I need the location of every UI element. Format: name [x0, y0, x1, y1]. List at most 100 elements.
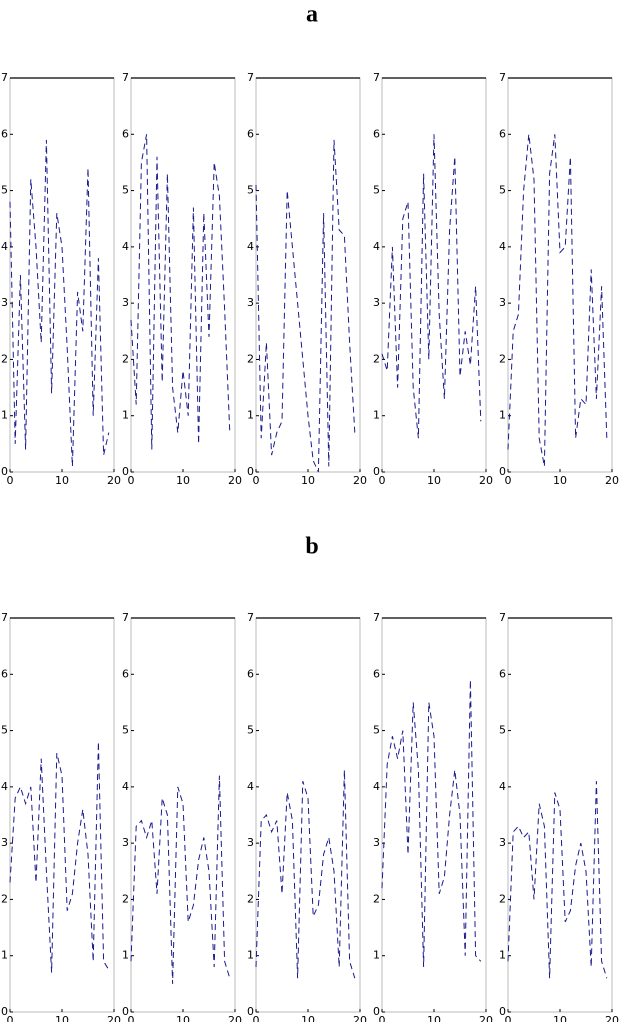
y-tick-label: 3	[247, 296, 254, 309]
y-tick-label: 5	[247, 184, 254, 197]
y-tick-label: 5	[122, 724, 129, 737]
x-tick-label: 0	[505, 1014, 512, 1022]
y-tick-label: 5	[1, 724, 8, 737]
y-tick-label: 4	[499, 240, 506, 253]
x-tick-label: 20	[605, 1014, 619, 1022]
y-tick-label: 0	[1, 465, 8, 478]
y-tick-label: 7	[373, 71, 380, 84]
y-tick-label: 0	[373, 1005, 380, 1018]
y-tick-label: 7	[247, 71, 254, 84]
plot-frame	[255, 617, 361, 1013]
y-tick-label: 1	[122, 949, 129, 962]
plot-frame	[9, 617, 115, 1013]
y-tick-label: 7	[122, 611, 129, 624]
y-tick-label: 5	[499, 724, 506, 737]
data-line	[9, 741, 110, 973]
y-tick-label: 2	[499, 892, 506, 905]
y-tick-label: 6	[499, 127, 506, 140]
y-tick-label: 2	[122, 892, 129, 905]
y-tick-label: 6	[122, 127, 129, 140]
x-tick-label: 0	[7, 1014, 14, 1022]
y-tick-label: 7	[1, 71, 8, 84]
x-tick-label: 10	[301, 1014, 315, 1022]
x-tick-label: 0	[379, 1014, 386, 1022]
plot-frame	[130, 77, 236, 473]
y-tick-label: 5	[373, 724, 380, 737]
y-tick-label: 2	[247, 892, 254, 905]
y-tick-label: 2	[122, 352, 129, 365]
y-tick-label: 1	[499, 949, 506, 962]
data-line	[130, 134, 231, 450]
data-line	[381, 679, 482, 968]
y-tick-label: 2	[373, 892, 380, 905]
y-tick-label: 0	[122, 465, 129, 478]
x-tick-label: 20	[107, 1014, 121, 1022]
y-tick-label: 1	[1, 949, 8, 962]
y-tick-label: 5	[247, 724, 254, 737]
y-tick-label: 1	[247, 409, 254, 422]
y-tick-label: 3	[373, 836, 380, 849]
y-tick-label: 4	[499, 780, 506, 793]
y-tick-label: 7	[122, 71, 129, 84]
y-tick-label: 4	[1, 240, 8, 253]
y-tick-label: 4	[122, 240, 129, 253]
y-tick-label: 6	[247, 127, 254, 140]
y-tick-label: 0	[373, 465, 380, 478]
y-tick-label: 6	[247, 667, 254, 680]
y-tick-label: 1	[373, 949, 380, 962]
x-tick-label: 20	[353, 1014, 367, 1022]
x-tick-label: 10	[176, 474, 190, 487]
y-tick-label: 0	[247, 465, 254, 478]
data-line	[255, 769, 356, 979]
data-line	[507, 781, 608, 979]
x-tick-label: 20	[228, 474, 242, 487]
y-tick-label: 4	[373, 240, 380, 253]
y-tick-label: 5	[499, 184, 506, 197]
y-tick-label: 2	[1, 892, 8, 905]
y-tick-label: 3	[122, 836, 129, 849]
x-tick-label: 20	[479, 474, 493, 487]
y-tick-label: 7	[1, 611, 8, 624]
y-tick-label: 3	[247, 836, 254, 849]
y-tick-label: 2	[499, 352, 506, 365]
y-tick-label: 6	[373, 127, 380, 140]
x-tick-label: 0	[253, 474, 260, 487]
x-tick-label: 10	[176, 1014, 190, 1022]
y-tick-label: 3	[1, 296, 8, 309]
y-tick-label: 1	[122, 409, 129, 422]
y-tick-label: 5	[1, 184, 8, 197]
y-tick-label: 3	[499, 836, 506, 849]
x-tick-label: 10	[553, 1014, 567, 1022]
x-tick-label: 0	[253, 1014, 260, 1022]
data-line	[255, 139, 356, 473]
y-tick-label: 3	[122, 296, 129, 309]
plot-frame	[381, 617, 487, 1013]
y-tick-label: 7	[247, 611, 254, 624]
data-line	[130, 775, 231, 984]
y-tick-label: 4	[1, 780, 8, 793]
y-tick-label: 5	[122, 184, 129, 197]
x-tick-label: 20	[479, 1014, 493, 1022]
y-tick-label: 0	[499, 465, 506, 478]
plot-frame	[507, 77, 613, 473]
x-tick-label: 0	[7, 474, 14, 487]
y-tick-label: 7	[499, 71, 506, 84]
x-tick-label: 0	[128, 474, 135, 487]
x-tick-label: 10	[553, 474, 567, 487]
data-line	[507, 134, 608, 467]
y-tick-label: 0	[247, 1005, 254, 1018]
x-tick-label: 10	[55, 474, 69, 487]
x-tick-label: 10	[427, 1014, 441, 1022]
x-tick-label: 10	[301, 474, 315, 487]
y-tick-label: 1	[499, 409, 506, 422]
y-tick-label: 4	[247, 240, 254, 253]
x-tick-label: 0	[379, 474, 386, 487]
panel-label: a	[306, 2, 318, 28]
x-tick-label: 20	[353, 474, 367, 487]
y-tick-label: 6	[1, 127, 8, 140]
y-tick-label: 7	[499, 611, 506, 624]
panel-label: b	[305, 534, 318, 560]
y-tick-label: 6	[1, 667, 8, 680]
